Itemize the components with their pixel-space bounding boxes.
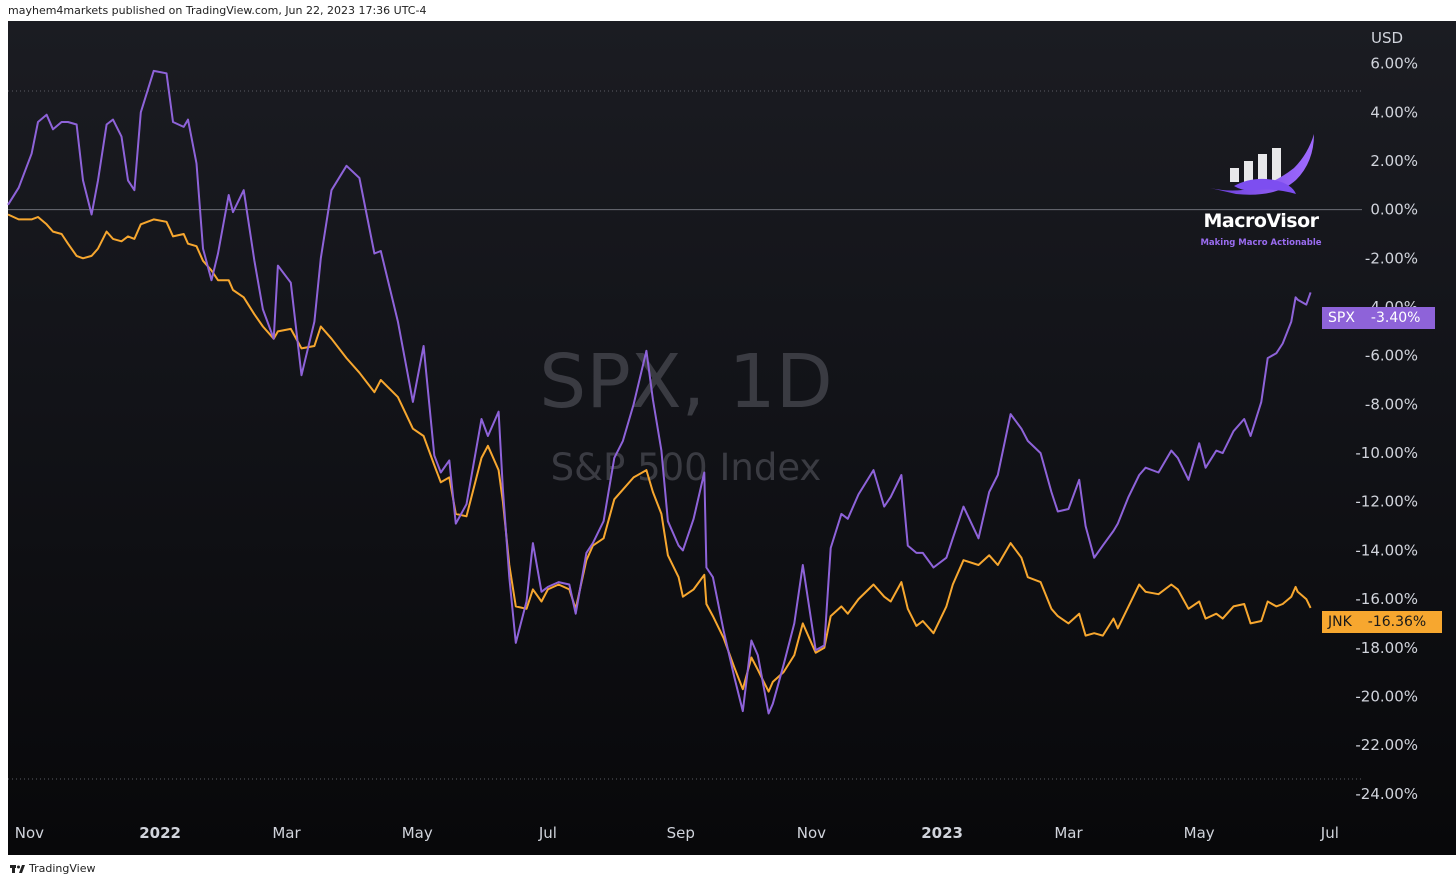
y-tick-label: -18.00% bbox=[1355, 639, 1418, 657]
y-tick-label: -8.00% bbox=[1365, 395, 1418, 413]
x-tick-label: May bbox=[1184, 824, 1215, 842]
y-tick-label: -16.00% bbox=[1355, 590, 1418, 608]
x-tick-label: Jul bbox=[538, 824, 557, 842]
y-tick-label: -6.00% bbox=[1365, 347, 1418, 365]
y-tick-label: 6.00% bbox=[1370, 55, 1418, 73]
x-axis: Nov 2022 Mar May Jul Sep Nov 2023 Mar May Jul bbox=[15, 824, 1339, 842]
macrovisor-name: MacroVisor bbox=[1203, 210, 1319, 232]
x-tick-label: May bbox=[402, 824, 433, 842]
x-tick-label: Nov bbox=[797, 824, 826, 842]
y-tick-label: -12.00% bbox=[1355, 493, 1418, 511]
y-axis: 6.00%4.00%2.00%0.00%-2.00%-4.00%-6.00%-8… bbox=[1355, 55, 1418, 803]
series-layer bbox=[7, 69, 1312, 715]
x-tick-label: 2022 bbox=[139, 824, 181, 842]
spx-badge-value: -3.40% bbox=[1370, 310, 1421, 326]
tradingview-logo-icon bbox=[10, 864, 25, 874]
chart-frame[interactable] bbox=[8, 21, 1456, 855]
y-tick-label: -20.00% bbox=[1355, 687, 1418, 705]
x-tick-label: Sep bbox=[667, 824, 695, 842]
y-tick-label: -2.00% bbox=[1365, 249, 1418, 267]
watermark-description: S&P 500 Index bbox=[551, 446, 822, 489]
y-tick-label: -24.00% bbox=[1355, 785, 1418, 803]
y-tick-label: -10.00% bbox=[1355, 444, 1418, 462]
spx-line[interactable] bbox=[7, 69, 1312, 715]
jnk-badge-symbol: JNK bbox=[1328, 614, 1352, 630]
watermark: SPX, 1D S&P 500 Index bbox=[539, 339, 832, 489]
x-tick-label: 2023 bbox=[921, 824, 963, 842]
macrovisor-logo: MacroVisor Making Macro Actionable bbox=[1196, 128, 1326, 254]
spx-badge-symbol: SPX bbox=[1328, 310, 1355, 326]
publisher-caption: mayhem4markets published on TradingView.… bbox=[8, 4, 427, 17]
x-tick-label: Mar bbox=[272, 824, 301, 842]
x-tick-label: Nov bbox=[15, 824, 44, 842]
watermark-symbol: SPX, 1D bbox=[539, 339, 832, 425]
x-tick-label: Jul bbox=[1320, 824, 1339, 842]
tradingview-brand: TradingView bbox=[29, 862, 96, 875]
spx-last-value-badge: SPX -3.40% bbox=[1322, 307, 1435, 329]
jnk-last-value-badge: JNK -16.36% bbox=[1322, 611, 1442, 633]
y-tick-label: -14.00% bbox=[1355, 541, 1418, 559]
x-tick-label: Mar bbox=[1054, 824, 1083, 842]
jnk-badge-value: -16.36% bbox=[1367, 614, 1427, 630]
tradingview-footer-logo[interactable]: TradingView bbox=[10, 862, 95, 875]
y-tick-label: -22.00% bbox=[1355, 736, 1418, 754]
macrovisor-logo-mark bbox=[1210, 134, 1314, 195]
jnk-line[interactable] bbox=[7, 213, 1312, 693]
reference-lines bbox=[8, 90, 1362, 780]
currency-label: USD bbox=[1371, 29, 1403, 47]
macrovisor-tagline: Making Macro Actionable bbox=[1200, 238, 1322, 248]
footer-bar: TradingView bbox=[0, 855, 1456, 883]
y-tick-label: 0.00% bbox=[1370, 201, 1418, 219]
y-tick-label: 2.00% bbox=[1370, 152, 1418, 170]
y-tick-label: 4.00% bbox=[1370, 103, 1418, 121]
